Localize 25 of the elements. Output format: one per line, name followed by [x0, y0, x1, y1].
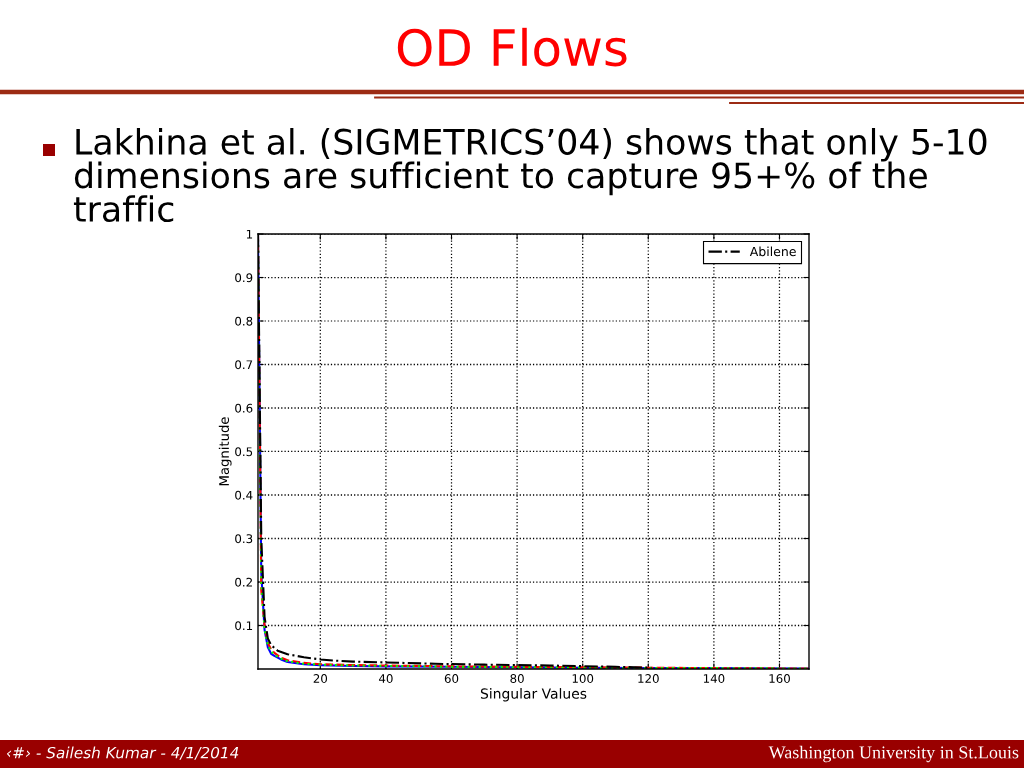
text: ‹#› - Sailesh Kumar - 4/1/2014 — [6, 746, 239, 760]
y-tick-label: 0.5 — [235, 447, 253, 457]
x-tick-label: 80 — [510, 674, 524, 683]
text: Washington University in St.Louis — [768, 745, 1019, 763]
y-tick-label: 0.1 — [235, 621, 253, 631]
chart-title: OD Flows — [397, 27, 627, 67]
chart-subtitle: Lakhina et al. (SIGMETRICS’04) shows that only 5-10 dimensions are sufficient to capture 95+% of the traffic — [73, 128, 987, 223]
y-tick-label: 0.6 — [235, 403, 253, 413]
y-tick-label: 0.9 — [235, 273, 253, 283]
y-tick-label: 0.8 — [235, 316, 253, 326]
y-tick-label: 0.3 — [235, 534, 253, 544]
x-tick-label: 60 — [444, 674, 459, 683]
x-tick-label: 140 — [703, 674, 725, 683]
x-tick-label: 20 — [313, 674, 328, 683]
x-tick-label: 40 — [378, 674, 393, 683]
y-tick-label: 0.4 — [235, 490, 253, 500]
y-tick-label: 0.7 — [235, 360, 253, 370]
x-axis-title: Singular Values — [480, 688, 587, 702]
legend-label: Abilene — [749, 246, 796, 257]
x-tick-label: 100 — [572, 674, 594, 683]
y-axis-title: Magnitude — [218, 417, 232, 486]
x-tick-label: 160 — [769, 674, 790, 683]
y-tick-label: 0.2 — [235, 577, 252, 587]
y-tick-label: 1 — [246, 229, 253, 239]
x-tick-label: 120 — [638, 674, 659, 683]
